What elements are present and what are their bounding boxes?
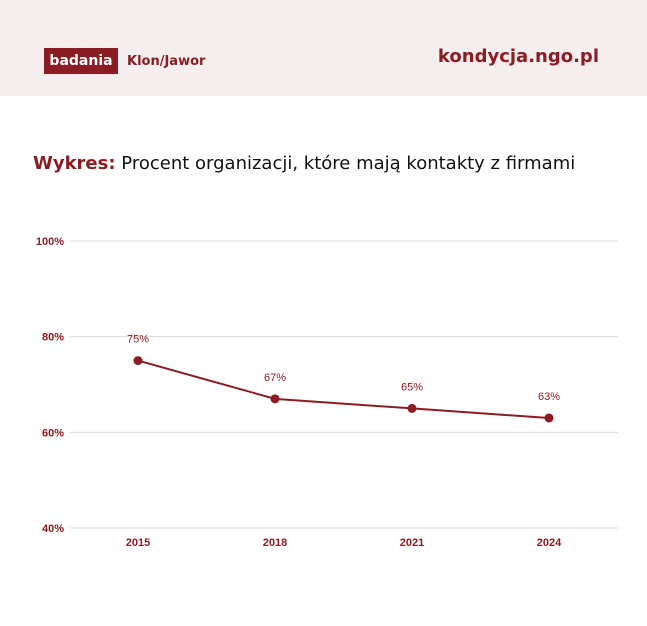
x-tick-label: 2015 [126, 537, 150, 549]
data-point [407, 403, 417, 413]
x-tick-label: 2024 [537, 537, 562, 549]
page-header: badania Klon/Jawor kondycja.ngo.pl [0, 0, 647, 96]
data-label: 65% [401, 381, 423, 393]
data-label: 67% [264, 372, 286, 384]
logo-brand[interactable]: Klon/Jawor [127, 54, 206, 69]
chart-title-prefix: Wykres: [33, 153, 116, 174]
data-point [544, 413, 554, 423]
chart-title: Wykres: Procent organizacji, które mają … [33, 153, 575, 175]
data-label: 63% [538, 391, 560, 403]
data-point [270, 394, 280, 404]
data-label: 75% [127, 334, 149, 346]
x-tick-label: 2018 [263, 537, 287, 549]
data-point [133, 356, 143, 366]
site-url-link[interactable]: kondycja.ngo.pl [437, 46, 599, 67]
y-tick-label: 80% [42, 332, 64, 344]
logo-badge[interactable]: badania [44, 48, 118, 74]
y-tick-label: 100% [36, 236, 64, 248]
series-line [137, 359, 550, 419]
chart-title-text: Procent organizacji, które mają kontakty… [121, 153, 576, 174]
x-tick-label: 2021 [400, 537, 424, 549]
y-tick-label: 40% [42, 523, 64, 535]
y-tick-label: 60% [42, 427, 64, 439]
